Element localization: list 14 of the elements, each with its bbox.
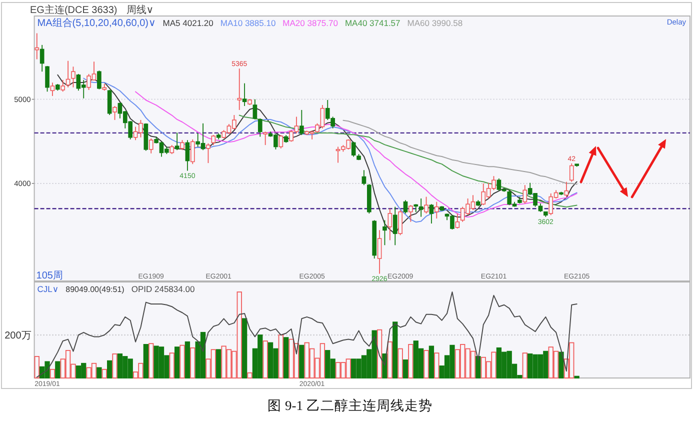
ref-line-label: 200万 xyxy=(4,330,32,342)
legend-item: MA20 3875.70 xyxy=(282,18,338,28)
legend-item: MA40 3741.57 xyxy=(344,18,400,28)
legend-item: OPID 245834.00 xyxy=(131,284,195,294)
annotation: 周线∨ xyxy=(126,4,154,16)
title: 图 9-1 乙二醇主连周线走势 xyxy=(268,398,432,413)
legend-item: MA10 3885.10 xyxy=(220,18,276,28)
title: CJL∨ xyxy=(37,284,59,294)
legend-item: MA5 4021.20 xyxy=(162,18,214,28)
legend-item: MA60 3990.58 xyxy=(407,18,463,28)
legend-title: MA组合(5,10,20,40,60,0)∨ xyxy=(37,18,156,29)
annotation: 89049.00(49:51) xyxy=(66,285,124,294)
annotation: 105周 xyxy=(36,270,63,282)
subtitle: EG主连(DCE 3633) xyxy=(30,4,118,16)
